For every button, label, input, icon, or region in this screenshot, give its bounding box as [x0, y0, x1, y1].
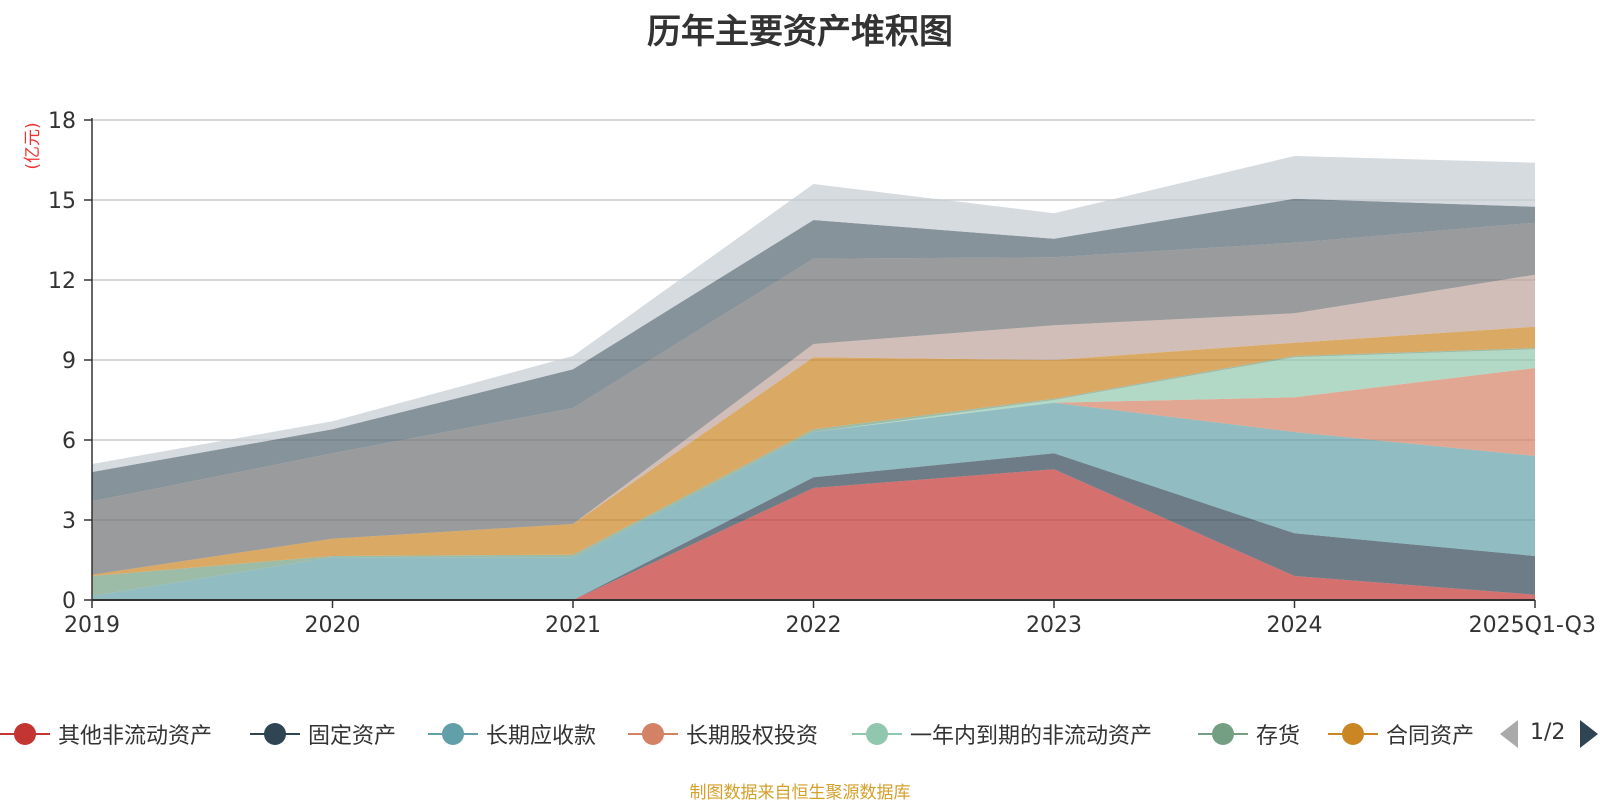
y-tick-label-2: 6	[62, 429, 76, 454]
legend-item-5[interactable]: 存货	[1198, 714, 1300, 754]
area-series-5	[92, 348, 1535, 596]
y-tick-label-5: 15	[48, 189, 76, 214]
legend-label: 长期股权投资	[686, 724, 819, 749]
area-series-0	[92, 469, 1535, 600]
area-series-4	[92, 349, 1535, 596]
y-axis-label: (亿元)	[23, 122, 43, 169]
legend-marker-icon	[628, 714, 678, 754]
legend-label: 存货	[1256, 724, 1301, 749]
legend-page-indicator: 1/2	[1530, 720, 1566, 745]
area-series-6	[92, 326, 1535, 576]
chart-title: 历年主要资产堆积图	[647, 12, 953, 52]
legend-item-1[interactable]: 固定资产	[250, 714, 396, 754]
legend-next-page-icon[interactable]	[1580, 720, 1598, 748]
x-tick-label-5: 2024	[1267, 613, 1323, 638]
legend-item-2[interactable]: 长期应收款	[428, 714, 596, 754]
x-tick-label-4: 2023	[1026, 613, 1082, 638]
x-tick-label-3: 2022	[786, 613, 842, 638]
legend-pager: 1/2	[1500, 714, 1600, 754]
legend-marker-icon	[1328, 714, 1378, 754]
area-series-7	[92, 274, 1535, 575]
x-tick-label-6: 2025Q1-Q3	[1469, 613, 1596, 638]
legend-marker-icon	[250, 714, 300, 754]
y-tick-label-0: 0	[62, 589, 76, 614]
axes: 0 3 6 9 12 15 18 2019 2020 2021 2022 2023 2024 2025Q1…	[48, 109, 1596, 638]
legend-marker-icon	[0, 714, 50, 754]
legend-label: 合同资产	[1386, 724, 1475, 749]
legend-item-3[interactable]: 长期股权投资	[628, 714, 818, 754]
y-tick-label-4: 12	[48, 269, 76, 294]
legend-label: 其他非流动资产	[58, 724, 213, 749]
legend-item-4[interactable]: 一年内到期的非流动资产	[852, 714, 1152, 754]
source-note: 制图数据来自恒生聚源数据库	[689, 783, 911, 803]
legend-item-6[interactable]: 合同资产	[1328, 714, 1474, 754]
legend-item-0[interactable]: 其他非流动资产	[0, 714, 212, 754]
legend-prev-page-icon[interactable]	[1500, 720, 1518, 748]
y-tick-label-6: 18	[48, 109, 76, 134]
area-series-3	[92, 368, 1535, 596]
area-series-10	[92, 156, 1535, 472]
area-series-layer	[92, 156, 1535, 600]
legend-marker-icon	[852, 714, 902, 754]
area-series-8	[92, 222, 1535, 575]
stacked-area-chart: 0 3 6 9 12 15 18 2019 2020 2021 2022 2023 2024 2025Q1…	[23, 109, 1596, 638]
legend: 其他非流动资产 固定资产 长期应收款 长期股权投资 一年内到期的非流动资产 存货 合同资产	[0, 714, 1600, 754]
x-tick-label-2: 2021	[545, 613, 601, 638]
legend-label: 长期应收款	[486, 724, 597, 749]
y-tick-label-1: 3	[62, 509, 76, 534]
legend-marker-icon	[428, 714, 478, 754]
legend-marker-icon	[1198, 714, 1248, 754]
y-tick-label-3: 9	[62, 349, 76, 374]
x-tick-label-0: 2019	[64, 613, 120, 638]
x-tick-label-1: 2020	[305, 613, 361, 638]
legend-label: 固定资产	[308, 724, 397, 749]
area-series-9	[92, 198, 1535, 502]
legend-label: 一年内到期的非流动资产	[910, 724, 1153, 749]
area-series-2	[92, 402, 1535, 600]
area-series-1	[92, 453, 1535, 600]
